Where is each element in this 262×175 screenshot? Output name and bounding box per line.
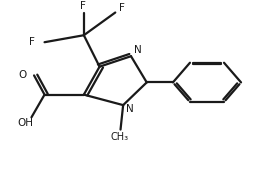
Text: F: F — [119, 3, 125, 13]
Text: CH₃: CH₃ — [110, 132, 128, 142]
Text: O: O — [18, 69, 26, 80]
Text: OH: OH — [17, 118, 33, 128]
Text: F: F — [80, 1, 85, 11]
Text: N: N — [134, 45, 141, 55]
Text: F: F — [29, 37, 34, 47]
Text: N: N — [126, 104, 134, 114]
